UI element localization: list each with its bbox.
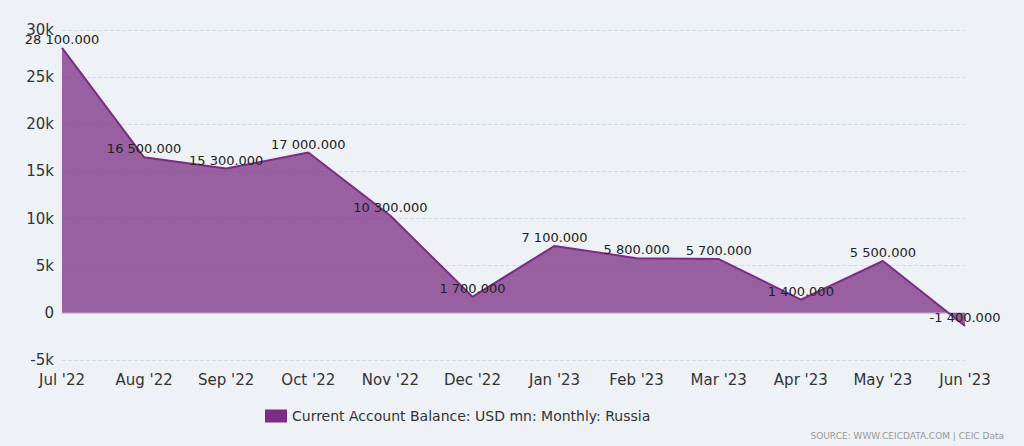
svg-text:Sep '22: Sep '22 — [198, 371, 254, 389]
svg-text:15k: 15k — [26, 162, 54, 180]
svg-text:17 000.000: 17 000.000 — [271, 137, 345, 152]
svg-text:Oct '22: Oct '22 — [281, 371, 335, 389]
svg-text:Jun '23: Jun '23 — [938, 371, 990, 389]
svg-text:10 300.000: 10 300.000 — [353, 200, 427, 215]
svg-text:5 800.000: 5 800.000 — [604, 242, 670, 257]
svg-text:Current Account Balance: USD m: Current Account Balance: USD mn: Monthly… — [292, 408, 650, 424]
svg-text:-1 400.000: -1 400.000 — [930, 310, 1001, 325]
svg-text:16 500.000: 16 500.000 — [107, 141, 181, 156]
svg-text:5 700.000: 5 700.000 — [686, 243, 752, 258]
svg-text:15 300.000: 15 300.000 — [189, 153, 263, 168]
svg-text:20k: 20k — [26, 115, 54, 133]
svg-text:1 400.000: 1 400.000 — [768, 284, 834, 299]
svg-text:SOURCE: WWW.CEICDATA.COM | CEI: SOURCE: WWW.CEICDATA.COM | CEIC Data — [810, 431, 1004, 441]
svg-text:5k: 5k — [36, 257, 55, 275]
svg-text:1 700.000: 1 700.000 — [439, 281, 505, 296]
svg-text:28 100.000: 28 100.000 — [25, 32, 99, 47]
svg-text:Nov '22: Nov '22 — [362, 371, 419, 389]
svg-text:7 100.000: 7 100.000 — [521, 230, 587, 245]
svg-text:0: 0 — [44, 304, 54, 322]
svg-text:Aug '22: Aug '22 — [115, 371, 172, 389]
svg-text:May '23: May '23 — [853, 371, 912, 389]
svg-text:10k: 10k — [26, 210, 54, 228]
svg-text:Mar '23: Mar '23 — [691, 371, 747, 389]
svg-text:25k: 25k — [26, 68, 54, 86]
svg-text:-5k: -5k — [30, 351, 54, 369]
svg-text:5 500.000: 5 500.000 — [850, 245, 916, 260]
svg-text:Apr '23: Apr '23 — [774, 371, 828, 389]
svg-text:Feb '23: Feb '23 — [609, 371, 664, 389]
svg-text:30k: 30k — [26, 21, 54, 39]
svg-text:Dec '22: Dec '22 — [444, 371, 501, 389]
svg-text:Jan '23: Jan '23 — [528, 371, 580, 389]
svg-text:Jul '22: Jul '22 — [38, 371, 85, 389]
